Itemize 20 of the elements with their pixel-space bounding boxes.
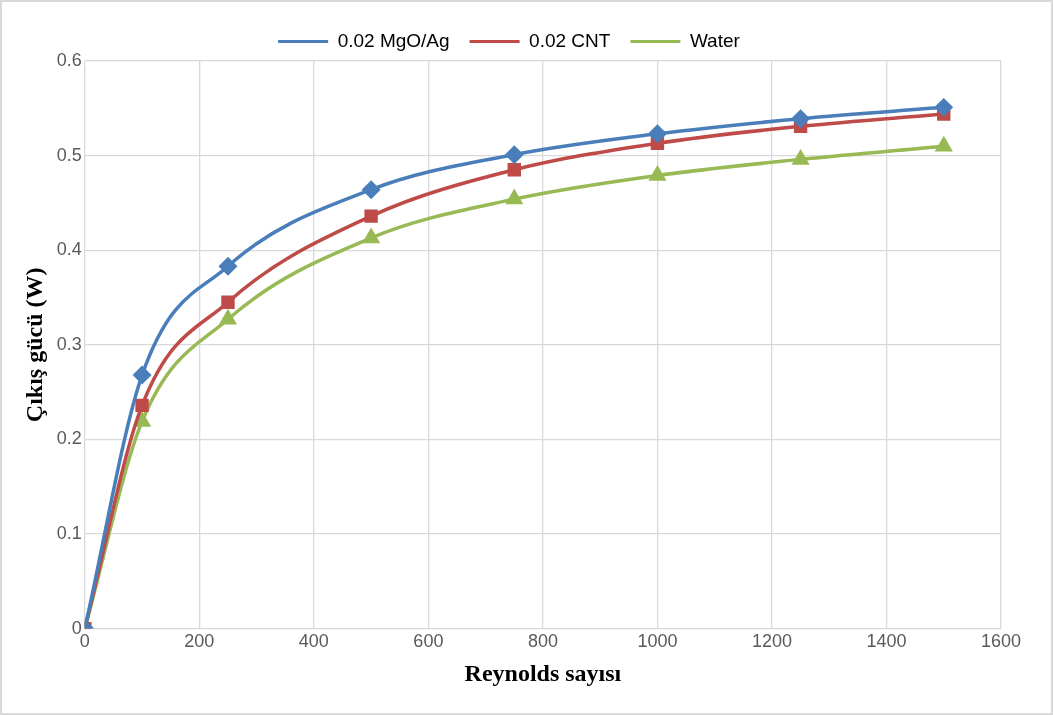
y-tick-label: 0.3 [56,333,82,354]
y-axis-title: Çıkış gücü (W) [20,267,47,423]
y-tick-label: 0.4 [56,239,82,260]
x-tick-label: 1000 [637,631,678,652]
y-tick-label: 0.2 [56,428,82,449]
x-tick-label: 200 [184,631,215,652]
legend-label: Water [689,29,741,51]
x-tick-label: 1400 [866,631,907,652]
y-tick-label: 0.6 [56,49,82,70]
legend-label: 0.02 MgO/Ag [337,29,450,51]
y-tick-label: 0 [71,617,82,638]
x-tick-label: 1200 [751,631,792,652]
legend-label: 0.02 CNT [529,29,611,51]
x-tick-label: 1600 [980,631,1022,652]
x-tick-label: 400 [298,631,329,652]
x-tick-label: 600 [413,631,444,652]
x-axis-title: Reynolds sayısı [464,659,622,686]
x-tick-label: 800 [527,631,558,652]
y-tick-label: 0.1 [56,522,82,543]
y-tick-label: 0.5 [56,144,82,165]
